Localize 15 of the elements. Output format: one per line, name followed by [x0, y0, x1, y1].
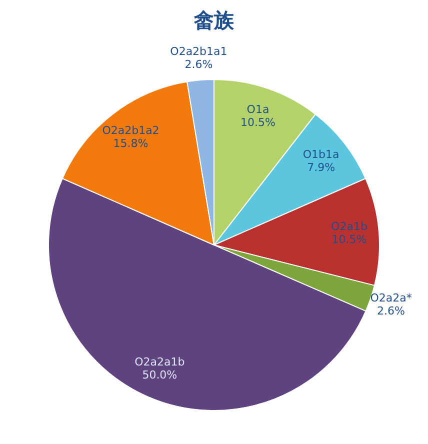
- slice-label: O2a2a1b: [134, 356, 185, 369]
- slice-label: O1b1a: [302, 148, 340, 161]
- slice-label: O1a: [246, 102, 270, 116]
- data-label: 10.5%: [240, 116, 276, 129]
- slice-label: O2a1b: [331, 220, 368, 234]
- slice-label: O2a2a*: [370, 292, 412, 305]
- data-label: 15.8%: [113, 137, 148, 150]
- data-label: 2.6%: [377, 304, 405, 318]
- data-label: 7.9%: [307, 160, 336, 174]
- data-label: 2.6%: [184, 58, 213, 71]
- chart-title: 畲族: [193, 8, 235, 32]
- slice-label: O2a2b1a1: [170, 44, 228, 58]
- data-label: 50.0%: [142, 368, 178, 382]
- slice-label: O2a2b1a2: [102, 124, 160, 138]
- data-label: 10.5%: [332, 233, 367, 246]
